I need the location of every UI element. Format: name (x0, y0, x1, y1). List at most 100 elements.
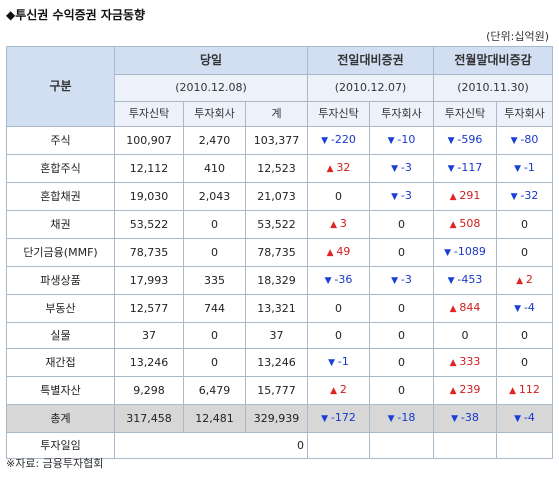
value-cell: 0 (369, 210, 435, 239)
row-label: 주식 (6, 126, 115, 155)
value-cell-increase: 3 (307, 210, 371, 239)
row-label: 단기금융(MMF) (6, 238, 115, 267)
empty-cell (433, 432, 498, 459)
value-cell: 12,481 (183, 404, 246, 433)
value-cell: 19,030 (114, 182, 184, 211)
page-title: ◆투신권 수익증권 자금동향 (6, 8, 146, 22)
value-cell: 53,522 (114, 210, 184, 239)
row-label: 재간접 (6, 348, 115, 377)
value-cell: 0 (496, 210, 554, 239)
value-cell: 103,377 (244, 126, 309, 155)
table-row: 실물 37 0 37 0 0 0 0 (6, 322, 554, 349)
empty-cell (307, 432, 371, 459)
investment-row: 투자일임 0 (6, 432, 554, 459)
value-cell: 317,458 (114, 404, 184, 433)
header-date-today: (2010.12.08) (113, 74, 309, 102)
value-cell-decrease: -3 (369, 182, 435, 211)
value-cell: 0 (183, 238, 246, 267)
empty-cell (496, 432, 554, 459)
fund-flow-table: 구분 당일 전일대비증권 전월말대비증감 (2010.12.08) (2010.… (6, 46, 554, 459)
value-cell-decrease: -10 (369, 126, 435, 155)
value-cell: 13,246 (244, 348, 309, 377)
value-cell: 0 (183, 322, 246, 349)
value-cell-increase: 49 (307, 238, 371, 267)
value-cell-increase: 844 (433, 294, 498, 323)
value-cell-decrease: -172 (307, 404, 371, 433)
value-cell: 329,939 (244, 404, 309, 433)
value-cell: 0 (496, 322, 554, 349)
value-cell: 0 (433, 322, 498, 349)
value-cell: 410 (183, 154, 246, 183)
header-row-dates: (2010.12.08) (2010.12.07) (2010.11.30) (7, 74, 554, 102)
value-cell: 12,577 (114, 294, 184, 323)
value-cell-decrease: -596 (433, 126, 498, 155)
value-cell: 12,112 (114, 154, 184, 183)
value-cell: 37 (244, 322, 309, 349)
header-group-prev-month: 전월말대비증감 (433, 46, 554, 75)
value-cell: 13,246 (114, 348, 184, 377)
value-cell: 335 (183, 266, 246, 295)
row-label: 부동산 (6, 294, 115, 323)
value-cell-decrease: -453 (433, 266, 498, 295)
value-cell-increase: 112 (496, 376, 554, 405)
value-cell: 0 (496, 238, 554, 267)
value-cell-increase: 508 (433, 210, 498, 239)
value-cell: 37 (114, 322, 184, 349)
value-cell-decrease: -38 (433, 404, 498, 433)
value-cell: 9,298 (114, 376, 184, 405)
value-cell: 13,321 (244, 294, 309, 323)
header-subcol: 투자신탁 (307, 101, 371, 127)
header-group-prev-day: 전일대비증권 (307, 46, 435, 75)
value-cell: 0 (496, 348, 554, 377)
header-subcol: 투자회사 (369, 101, 435, 127)
value-cell-decrease: -4 (496, 294, 554, 323)
value-cell: 0 (369, 376, 435, 405)
value-cell-increase: 239 (433, 376, 498, 405)
value-cell: 0 (307, 294, 371, 323)
value-cell-increase: 32 (307, 154, 371, 183)
value-cell: 6,479 (183, 376, 246, 405)
value-cell-decrease: -80 (496, 126, 554, 155)
header-subcol: 계 (244, 101, 309, 127)
value-cell: 15,777 (244, 376, 309, 405)
unit-label: (단위:십억원) (486, 30, 549, 43)
value-cell-decrease: -117 (433, 154, 498, 183)
header-group-today: 당일 (113, 46, 309, 75)
value-cell: 53,522 (244, 210, 309, 239)
row-label: 채권 (6, 210, 115, 239)
header-gubun: 구분 (6, 46, 115, 127)
value-cell: 12,523 (244, 154, 309, 183)
value-cell: 2,043 (183, 182, 246, 211)
value-cell-decrease: -36 (307, 266, 371, 295)
header-subcol: 투자회사 (183, 101, 246, 127)
value-cell-increase: 2 (307, 376, 371, 405)
value-cell-decrease: -220 (307, 126, 371, 155)
value-cell-decrease: -3 (369, 154, 435, 183)
row-label: 혼합주식 (6, 154, 115, 183)
row-label: 혼합채권 (6, 182, 115, 211)
value-cell-decrease: -1 (496, 154, 554, 183)
row-label: 실물 (6, 322, 115, 349)
value-cell-decrease: -1 (307, 348, 371, 377)
value-cell: 21,073 (244, 182, 309, 211)
value-cell: 0 (307, 182, 371, 211)
value-cell: 0 (183, 348, 246, 377)
value-cell-decrease: -1089 (433, 238, 498, 267)
value-cell: 0 (369, 322, 435, 349)
header-row-groups: 구분 당일 전일대비증권 전월말대비증감 (6, 46, 554, 127)
row-label: 특별자산 (6, 376, 115, 405)
header-date-prev-month: (2010.11.30) (433, 74, 554, 102)
value-cell-increase: 2 (496, 266, 554, 295)
value-cell: 0 (369, 348, 435, 377)
value-cell-decrease: -3 (369, 266, 435, 295)
